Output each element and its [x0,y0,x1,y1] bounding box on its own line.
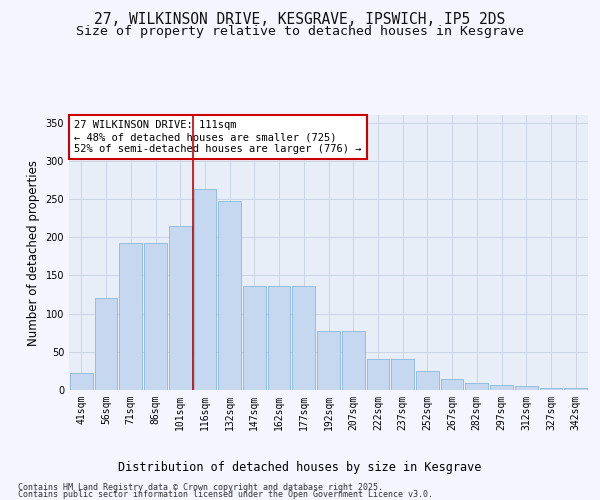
Bar [466,383,488,390]
Bar [490,386,513,390]
Bar [342,331,365,390]
Bar [169,226,191,390]
Bar [367,360,389,390]
Bar [144,242,167,390]
Bar [539,388,562,390]
Text: 27 WILKINSON DRIVE: 111sqm
← 48% of detached houses are smaller (725)
52% of sem: 27 WILKINSON DRIVE: 111sqm ← 48% of deta… [74,120,362,154]
Text: Size of property relative to detached houses in Kesgrave: Size of property relative to detached ho… [76,25,524,38]
Bar [218,200,241,390]
Y-axis label: Number of detached properties: Number of detached properties [27,160,40,346]
Text: Contains HM Land Registry data © Crown copyright and database right 2025.: Contains HM Land Registry data © Crown c… [18,484,383,492]
Bar [317,331,340,390]
Text: Contains public sector information licensed under the Open Government Licence v3: Contains public sector information licen… [18,490,433,499]
Bar [416,371,439,390]
Bar [391,360,414,390]
Text: Distribution of detached houses by size in Kesgrave: Distribution of detached houses by size … [118,461,482,474]
Bar [292,286,315,390]
Bar [441,378,463,390]
Text: 27, WILKINSON DRIVE, KESGRAVE, IPSWICH, IP5 2DS: 27, WILKINSON DRIVE, KESGRAVE, IPSWICH, … [94,12,506,28]
Bar [243,286,266,390]
Bar [119,242,142,390]
Bar [268,286,290,390]
Bar [70,373,93,390]
Bar [95,298,118,390]
Bar [564,388,587,390]
Bar [515,386,538,390]
Bar [194,189,216,390]
